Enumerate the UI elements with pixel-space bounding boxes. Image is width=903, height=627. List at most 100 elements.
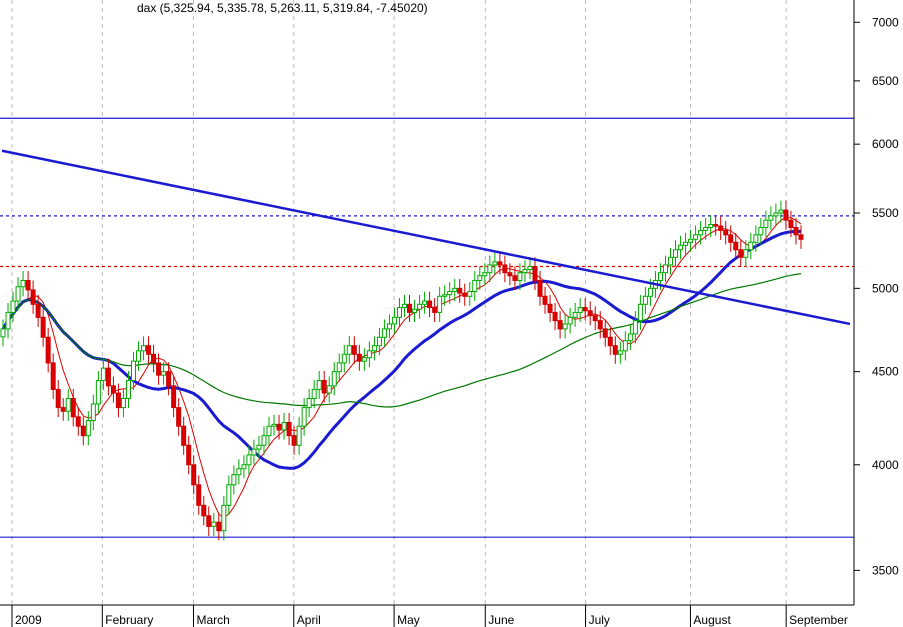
candle-body <box>45 336 51 364</box>
candle-body <box>507 272 513 277</box>
candle-body <box>582 307 588 312</box>
candle-body <box>231 474 237 486</box>
x-tick-label: May <box>397 613 420 627</box>
candle-body <box>371 345 377 352</box>
candle-body <box>75 416 81 427</box>
candle-body <box>412 308 418 313</box>
candle-body <box>161 371 167 376</box>
candle-body <box>632 320 638 335</box>
candle-body <box>241 464 247 470</box>
candle-body <box>497 261 503 266</box>
candle-body <box>276 423 282 431</box>
moving-average-long <box>2 273 802 408</box>
candle-body <box>146 345 152 355</box>
moving-average-short <box>2 217 802 519</box>
candle-body <box>30 289 36 305</box>
candle-body <box>341 353 347 364</box>
horizontal-lines <box>0 117 854 538</box>
candle-body <box>763 219 769 228</box>
x-tick-label: March <box>196 613 229 627</box>
moving-average-medium <box>1 229 801 470</box>
candle-body <box>281 421 287 431</box>
candle-body <box>733 241 739 251</box>
candle-body <box>708 224 714 228</box>
candle-body <box>662 264 668 274</box>
candle-body <box>141 345 147 352</box>
candle-body <box>166 371 172 387</box>
candle-body <box>432 307 438 313</box>
candle-body <box>120 397 126 409</box>
candle-body <box>718 225 724 231</box>
candle-body <box>457 287 463 294</box>
candle-body <box>447 291 453 296</box>
candle-body <box>211 521 217 527</box>
candle-body <box>738 249 744 258</box>
trend-line-stroke <box>1 149 851 326</box>
candle-body <box>758 226 764 236</box>
candle-body <box>181 425 187 446</box>
candle-body <box>768 215 774 221</box>
candle-body <box>216 521 222 532</box>
candle-body <box>422 300 428 305</box>
candle-body <box>552 311 558 322</box>
candle-body <box>417 303 423 310</box>
candle-body <box>256 444 262 450</box>
candle-body <box>236 468 242 476</box>
y-tick-label: 6000 <box>872 137 899 151</box>
candle-body <box>336 362 342 373</box>
candle-body <box>176 407 182 427</box>
trend-line <box>1 149 851 326</box>
candle-body <box>442 294 448 297</box>
candle-body <box>60 407 66 412</box>
x-tick-label: April <box>297 613 321 627</box>
candle-body <box>723 229 729 236</box>
candle-body <box>657 272 663 281</box>
candle-body <box>788 219 794 228</box>
candle-body <box>472 279 478 293</box>
candle-body <box>206 515 212 527</box>
candle-body <box>647 287 653 297</box>
candle-body <box>396 307 402 318</box>
candle-body <box>286 421 292 437</box>
candle-body <box>673 249 679 258</box>
candle-body <box>703 226 709 231</box>
x-tick-label: February <box>105 613 153 627</box>
candle-body <box>35 303 41 318</box>
candle-body <box>351 345 357 355</box>
candle-body <box>90 403 96 422</box>
candle-body <box>527 265 533 271</box>
candle-body <box>698 229 704 236</box>
candle-body <box>783 209 789 221</box>
candle-body <box>437 295 443 313</box>
candle-body <box>798 234 804 240</box>
candle-body <box>793 226 799 236</box>
candle-body <box>532 265 538 281</box>
candle-body <box>577 307 583 313</box>
x-tick-label: September <box>789 613 848 627</box>
candle-body <box>196 484 202 506</box>
candle-body <box>688 238 694 243</box>
moving-averages <box>1 217 802 519</box>
candle-body <box>55 388 61 409</box>
candle-body <box>557 320 563 330</box>
candle-body <box>713 224 719 227</box>
candle-body <box>678 244 684 251</box>
y-axis-ticks: 3500 4000 4500 5000 5500 6000 6500 7000 <box>854 15 899 577</box>
candle-body <box>70 397 76 418</box>
candle-body <box>110 385 116 394</box>
candle-body <box>20 279 26 288</box>
candle-body <box>482 272 488 277</box>
candle-body <box>502 264 508 274</box>
candle-body <box>592 315 598 322</box>
x-axis-ticks: 2009 February March April May June July August S… <box>11 605 848 627</box>
candle-body <box>326 385 332 394</box>
candle-body <box>487 264 493 274</box>
candle-body <box>512 275 518 281</box>
candle-body <box>376 336 382 347</box>
x-tick-label: July <box>589 613 610 627</box>
x-tick-label: August <box>693 613 731 627</box>
candle-body <box>642 295 648 305</box>
candle-body <box>567 316 573 325</box>
